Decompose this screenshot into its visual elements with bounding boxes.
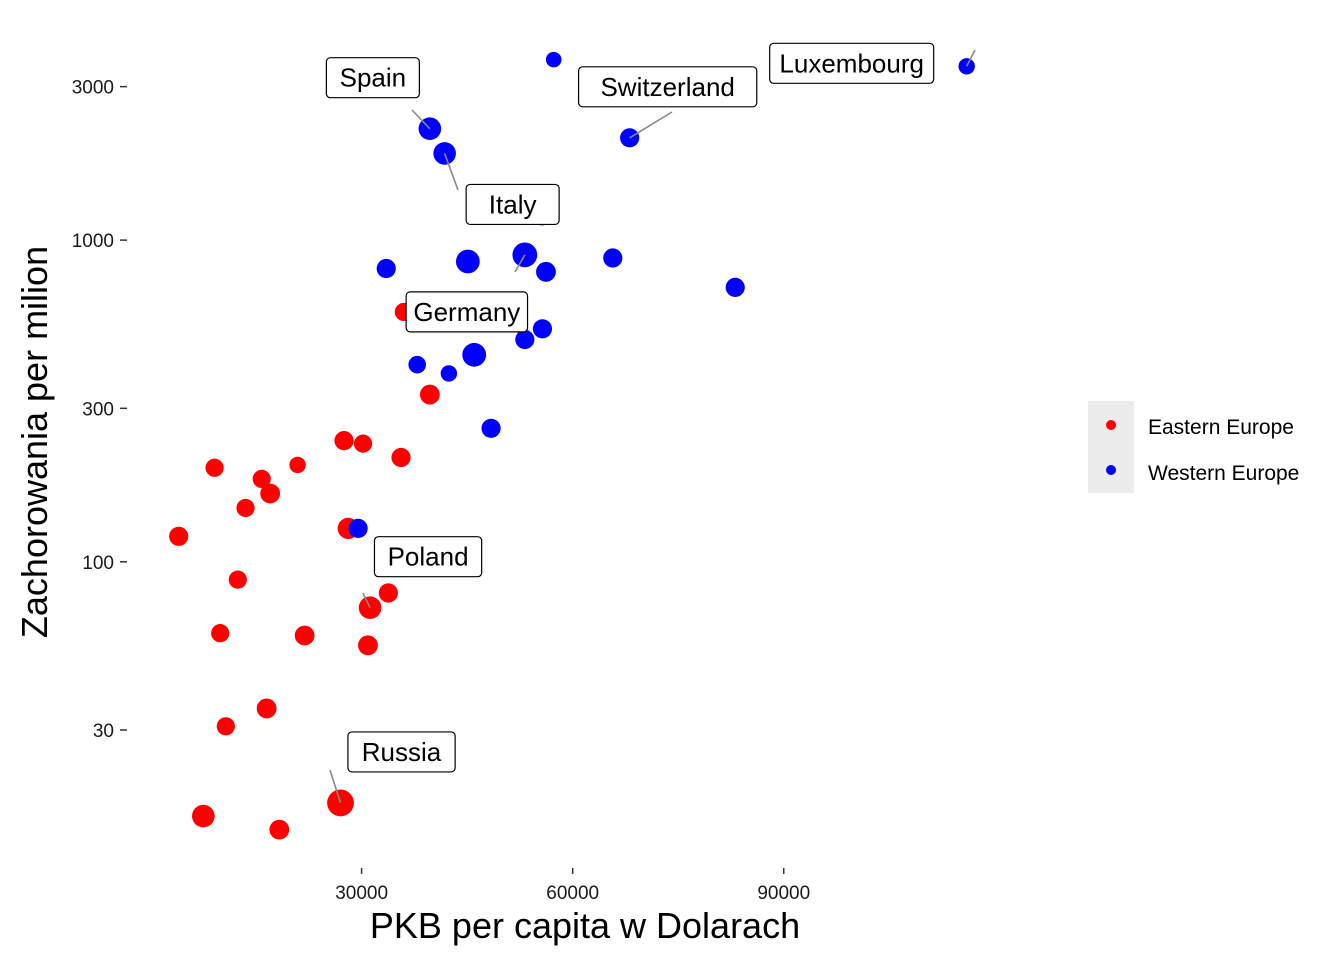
point-western-europe xyxy=(536,261,556,282)
y-axis-title: Zachorowania per milion xyxy=(14,246,55,638)
x-axis-title: PKB per capita w Dolarach xyxy=(370,905,800,946)
x-axis: 30000 60000 90000 xyxy=(335,868,810,904)
point-eastern-europe xyxy=(294,625,315,646)
point-western-europe xyxy=(515,329,535,350)
point-western-europe xyxy=(603,248,623,268)
point-eastern-europe xyxy=(211,624,230,643)
point-eastern-europe xyxy=(260,483,281,504)
point-western-europe xyxy=(532,319,553,339)
point-eastern-europe xyxy=(289,456,306,474)
callout-label: Russia xyxy=(362,737,442,767)
point-western-europe xyxy=(348,518,368,539)
callout-leader-line xyxy=(965,49,976,67)
y-tick-label: 3000 xyxy=(72,78,114,99)
callout-box xyxy=(325,57,420,99)
legend-label-eastern: Eastern Europe xyxy=(1148,416,1294,439)
point-eastern-europe xyxy=(378,583,398,603)
point-western-europe xyxy=(408,355,427,374)
callout-label: Luxembourg xyxy=(779,48,924,78)
y-tick-label: 1000 xyxy=(72,231,114,252)
point-western-europe xyxy=(440,365,458,382)
callout-box xyxy=(373,536,483,578)
point-eastern-europe xyxy=(256,698,277,719)
callout-spain: Spain xyxy=(325,57,431,130)
point-eastern-europe xyxy=(216,717,235,736)
callout-italy: Italy xyxy=(443,153,560,226)
callout-switzerland: Switzerland xyxy=(577,66,758,139)
point-eastern-europe xyxy=(169,526,189,546)
callout-leader-line xyxy=(629,111,673,139)
point-western-europe xyxy=(725,277,745,297)
point-western-europe xyxy=(481,418,501,438)
callout-leader-line xyxy=(443,153,459,191)
point-western-europe xyxy=(545,51,562,68)
callout-box xyxy=(465,183,560,226)
callout-box xyxy=(347,731,456,773)
callout-label: Germany xyxy=(413,297,520,327)
callout-leader-line xyxy=(362,592,371,609)
callout-germany: Germany xyxy=(405,254,529,333)
point-eastern-europe xyxy=(192,804,215,828)
legend-key-background xyxy=(1088,401,1134,493)
point-eastern-europe xyxy=(205,458,224,477)
callout-box xyxy=(769,42,935,84)
x-tick-label: 30000 xyxy=(335,883,388,904)
callout-box xyxy=(577,66,758,108)
y-tick-label: 100 xyxy=(82,553,114,574)
callout-leader-line xyxy=(514,254,526,273)
point-western-europe xyxy=(376,258,396,279)
callout-label: Poland xyxy=(388,542,469,572)
callout-label: Spain xyxy=(340,63,407,93)
callout-leader-line xyxy=(329,769,342,804)
point-western-europe xyxy=(455,249,480,274)
x-tick-label: 60000 xyxy=(546,883,599,904)
point-eastern-europe xyxy=(419,384,440,405)
callout-box xyxy=(405,291,529,333)
point-eastern-europe xyxy=(353,434,373,453)
x-tick-label: 90000 xyxy=(757,883,810,904)
y-tick-label: 30 xyxy=(93,721,114,742)
callout-label: Italy xyxy=(489,189,537,219)
callout-poland: Poland xyxy=(362,536,483,609)
legend: Eastern Europe Western Europe xyxy=(1088,401,1299,493)
callout-layer: Spain Italy Switzerland Luxembourg Germany Po… xyxy=(325,42,976,804)
legend-key-eastern xyxy=(1106,420,1116,430)
callout-russia: Russia xyxy=(329,731,456,804)
point-eastern-europe xyxy=(252,469,271,489)
points-layer xyxy=(169,51,975,840)
point-western-europe xyxy=(462,342,487,367)
callout-leader-line xyxy=(411,109,431,130)
legend-key-western xyxy=(1106,465,1116,475)
point-eastern-europe xyxy=(358,635,378,656)
legend-label-western: Western Europe xyxy=(1148,462,1299,485)
point-eastern-europe xyxy=(236,498,255,518)
point-eastern-europe xyxy=(228,570,247,589)
y-tick-label: 300 xyxy=(82,399,114,420)
point-eastern-europe xyxy=(391,447,411,468)
point-eastern-europe xyxy=(269,819,290,840)
y-axis: 30 100 300 1000 3000 xyxy=(72,78,127,742)
callout-label: Switzerland xyxy=(600,72,734,102)
callout-luxembourg: Luxembourg xyxy=(769,42,976,84)
point-eastern-europe xyxy=(334,431,354,451)
